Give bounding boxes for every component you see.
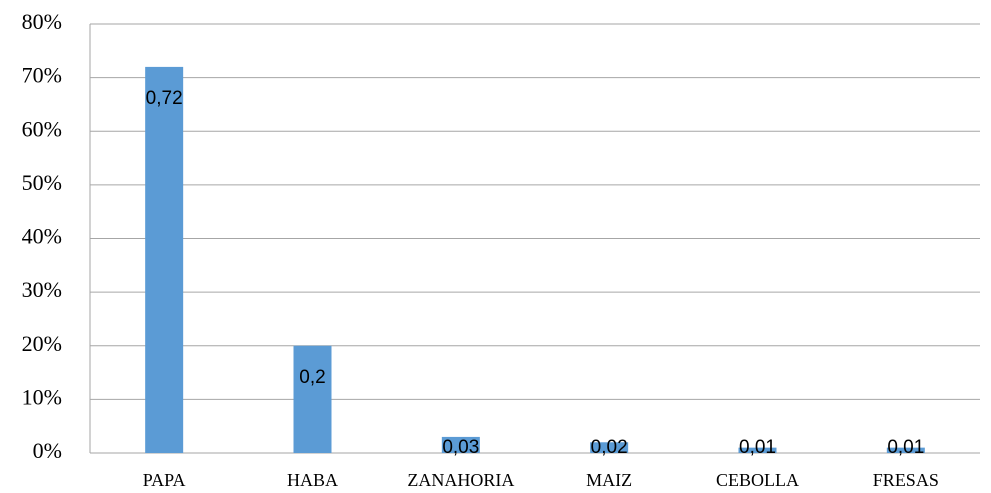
bar [590,442,629,453]
y-tick-label: 40% [22,224,62,249]
x-tick-label: FRESAS [873,470,939,490]
y-tick-label: 0% [33,438,62,463]
bar [886,447,925,453]
value-label: 0,01 [887,437,924,458]
value-label: 0,01 [739,437,776,458]
y-tick-label: 10% [22,384,62,409]
x-tick-label: MAIZ [586,470,632,490]
x-tick-label: PAPA [143,470,186,490]
y-tick-label: 70% [22,63,62,88]
y-tick-label: 30% [22,277,62,302]
bar [441,436,480,453]
x-tick-label: CEBOLLA [716,470,799,490]
bar [293,345,332,453]
x-tick-label: HABA [287,470,338,490]
y-tick-label: 20% [22,331,62,356]
value-label: 0,2 [299,367,325,388]
value-label: 0,03 [442,437,479,458]
bar [738,447,777,453]
y-tick-label: 50% [22,170,62,195]
bar [145,66,184,454]
y-tick-label: 80% [22,9,62,34]
value-label: 0,02 [591,437,628,458]
x-tick-label: ZANAHORIA [407,470,514,490]
value-label: 0,72 [146,88,183,109]
y-tick-label: 60% [22,116,62,141]
